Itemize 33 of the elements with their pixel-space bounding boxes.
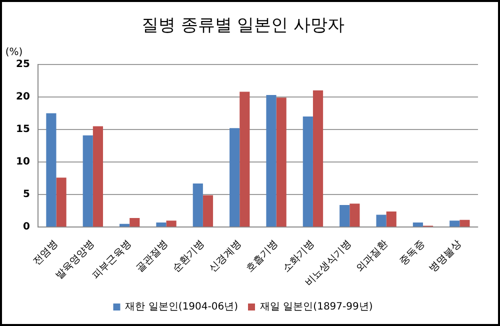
bar — [340, 204, 350, 227]
bar — [460, 220, 470, 227]
bar — [350, 204, 360, 227]
bar — [312, 90, 324, 227]
bar — [56, 178, 66, 227]
y-tick-label: 5 — [22, 189, 30, 200]
bar — [156, 222, 166, 227]
y-axis-title: (%) — [5, 46, 23, 58]
bar — [386, 211, 396, 227]
bar — [376, 214, 386, 227]
legend-label: 재일 일본인(1897-99년) — [260, 302, 373, 313]
y-tick-label: 10 — [16, 156, 30, 168]
bar — [166, 220, 176, 227]
bar — [82, 135, 93, 227]
y-tick-label: 20 — [16, 92, 30, 103]
bar — [240, 92, 250, 227]
legend-label: 재한 일본인(1904-06년) — [125, 302, 238, 313]
y-tick-label: 0 — [22, 222, 30, 233]
bar — [276, 98, 286, 227]
y-tick-label: 15 — [16, 124, 30, 136]
bar — [450, 220, 460, 227]
bar — [120, 224, 130, 227]
bar — [202, 195, 214, 227]
bar — [46, 113, 56, 227]
bar — [266, 94, 276, 227]
bar — [192, 183, 203, 227]
bar — [412, 222, 423, 227]
bar — [230, 128, 240, 227]
chart-title: 질병 종류별 일본인 사망자 — [141, 16, 345, 36]
y-tick-label: 25 — [16, 58, 30, 70]
bar — [130, 218, 140, 227]
bar — [92, 126, 104, 227]
bar — [302, 116, 313, 227]
